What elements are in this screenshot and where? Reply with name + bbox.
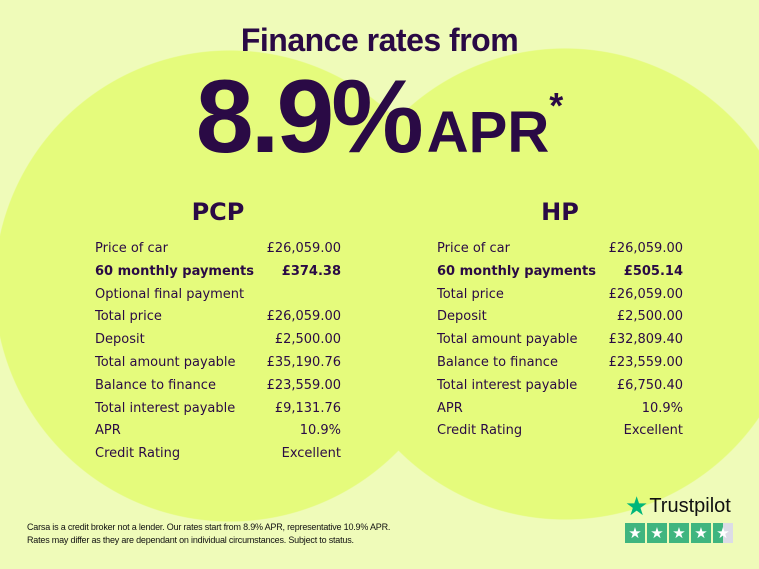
row-value: £26,059.00: [266, 309, 341, 325]
table-row: Optional final payment: [95, 284, 341, 307]
row-label: Price of car: [437, 241, 510, 256]
table-row: Total amount payable £35,190.76: [95, 352, 341, 375]
row-value: £23,559.00: [608, 354, 683, 370]
row-label: Deposit: [437, 309, 487, 325]
table-row: 60 monthly payments £505.14: [437, 261, 683, 284]
table-row: Price of car £26,059.00: [437, 238, 683, 261]
disclaimer-line: Rates may differ as they are dependant o…: [27, 535, 354, 545]
star-icon: ★: [669, 523, 689, 543]
table-row: Total interest payable £9,131.76: [95, 398, 341, 421]
row-label: Balance to finance: [95, 377, 216, 393]
row-value: £26,059.00: [608, 286, 683, 302]
row-label: Balance to finance: [437, 354, 558, 370]
row-value: 10.9%: [641, 400, 683, 416]
row-label: Total interest payable: [437, 377, 578, 393]
table-row: Credit Rating Excellent: [437, 420, 683, 443]
row-value: £505.14: [623, 263, 683, 279]
disclaimer-line: Carsa is a credit broker not a lender. O…: [27, 522, 391, 532]
row-label: APR: [437, 400, 463, 416]
row-value: £6,750.40: [616, 377, 683, 393]
table-row: Deposit £2,500.00: [437, 306, 683, 329]
trustpilot-badge: ★ Trustpilot ★ ★ ★ ★ ★: [625, 490, 735, 543]
row-label: 60 monthly payments: [437, 263, 596, 279]
star-icon: ★: [625, 523, 645, 543]
row-value: £374.38: [281, 263, 341, 279]
row-label: Credit Rating: [437, 423, 523, 439]
table-row: Price of car £26,059.00: [95, 238, 341, 261]
table-row: Total price £26,059.00: [95, 306, 341, 329]
table-row: 60 monthly payments £374.38: [95, 261, 341, 284]
table-row: Balance to finance £23,559.00: [437, 352, 683, 375]
trustpilot-brand: Trustpilot: [649, 494, 731, 517]
row-value: £2,500.00: [616, 309, 683, 325]
row-value: £26,059.00: [266, 241, 341, 256]
row-label: Deposit: [95, 332, 145, 348]
row-value: £23,559.00: [266, 377, 341, 393]
star-icon: ★: [691, 523, 711, 543]
plan-title: PCP: [191, 198, 245, 226]
row-label: APR: [95, 423, 121, 439]
row-value: £26,059.00: [608, 241, 683, 256]
table-row: Total price £26,059.00: [437, 284, 683, 307]
apr-label: APR: [426, 100, 550, 165]
rate-display: 8.9% APR*: [0, 58, 759, 177]
table-row: APR 10.9%: [437, 398, 683, 421]
pcp-plan: PCP Price of car £26,059.00 60 monthly paym…: [95, 198, 341, 466]
table-row: Total amount payable £32,809.40: [437, 329, 683, 352]
row-label: 60 monthly payments: [95, 263, 254, 279]
row-value: £9,131.76: [274, 400, 341, 416]
hp-plan: HP Price of car £26,059.00 60 monthly payme…: [437, 198, 683, 443]
row-label: Total amount payable: [437, 332, 578, 348]
row-label: Optional final payment: [95, 286, 245, 302]
row-label: Total interest payable: [95, 400, 236, 416]
star-icon: ★: [625, 490, 649, 521]
row-label: Total price: [437, 286, 504, 302]
row-label: Credit Rating: [95, 446, 181, 462]
disclaimer: Carsa is a credit broker not a lender. O…: [27, 521, 447, 547]
star-icon: ★: [647, 523, 667, 543]
plan-title: HP: [541, 198, 579, 226]
row-value: £35,190.76: [266, 354, 341, 370]
row-value: £2,500.00: [274, 332, 341, 348]
rating-stars: ★ ★ ★ ★ ★: [625, 523, 735, 543]
row-value: 10.9%: [299, 423, 341, 439]
row-label: Price of car: [95, 241, 168, 256]
row-value: Excellent: [281, 446, 341, 462]
table-row: Total interest payable £6,750.40: [437, 375, 683, 398]
star-icon: ★: [713, 523, 733, 543]
asterisk: *: [549, 85, 564, 126]
table-row: APR 10.9%: [95, 420, 341, 443]
row-value: Excellent: [623, 423, 683, 439]
table-row: Balance to finance £23,559.00: [95, 375, 341, 398]
table-row: Credit Rating Excellent: [95, 443, 341, 466]
row-value: £32,809.40: [608, 332, 683, 348]
row-label: Total price: [95, 309, 162, 325]
headline: Finance rates from: [240, 22, 519, 58]
row-label: Total amount payable: [95, 354, 236, 370]
table-row: Deposit £2,500.00: [95, 329, 341, 352]
rate-value: 8.9%: [195, 59, 424, 175]
